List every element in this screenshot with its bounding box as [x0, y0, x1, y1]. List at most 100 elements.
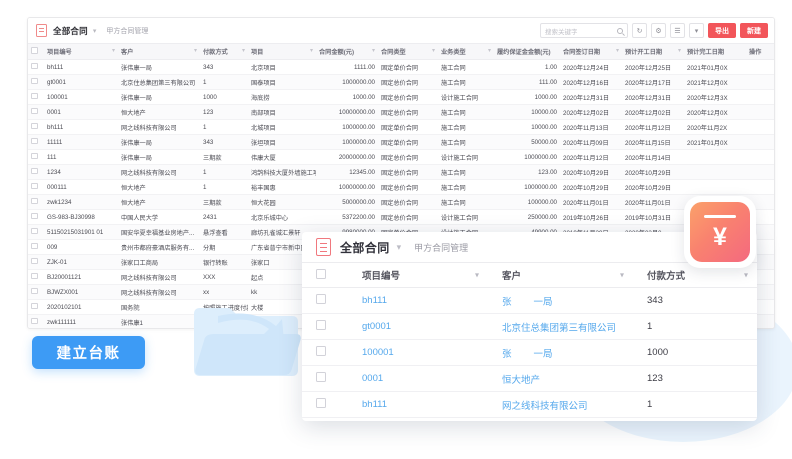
overlay-col-customer[interactable]: 客户 ▾ [488, 262, 633, 288]
filter-icon[interactable]: ▾ [309, 48, 313, 54]
table-row[interactable]: 000111 恒大地产 1 裕丰国惠 10000000.00 固定总价合同 施工合同 1000… [28, 179, 774, 195]
checkbox-icon[interactable] [31, 107, 38, 115]
checkbox-icon[interactable] [31, 152, 38, 160]
chevron-down-icon[interactable]: ▾ [396, 241, 402, 252]
checkbox-icon[interactable] [316, 320, 326, 330]
refresh-icon[interactable]: ↻ [632, 23, 647, 38]
checkbox-icon[interactable] [31, 182, 38, 190]
col-deposit[interactable]: 履约保证金金额(元) [494, 44, 560, 60]
col-end-date[interactable]: 预计完工日期 [684, 44, 746, 60]
col-sign-date[interactable]: 合同签订日期 ▾ [560, 44, 622, 60]
checkbox-icon[interactable] [31, 77, 38, 85]
table-row[interactable]: 111 张伟康一局 三期款 伟康大厦 20000000.00 固定总价合同 设计施工合同 10… [28, 149, 774, 165]
search-input[interactable]: 搜索关键字 [540, 23, 628, 38]
checkbox-icon[interactable] [31, 212, 38, 220]
overlay-cell-project-code[interactable]: gt0001 [348, 313, 488, 340]
overlay-cell-customer[interactable]: 恒大地产 [488, 365, 633, 392]
filter-icon[interactable]: ▾ [474, 270, 479, 280]
overlay-cell-project-code[interactable]: 100001 [348, 339, 488, 366]
table-row[interactable]: zwk1234 恒大地产 三期款 恒大花园 5000000.00 固定总价合同 施工合同 10… [28, 194, 774, 210]
row-checkbox[interactable] [28, 164, 44, 180]
checkbox-icon[interactable] [31, 62, 38, 70]
overlay-cell-customer[interactable]: 网之线科技有限公司 [488, 391, 633, 418]
row-checkbox[interactable] [28, 254, 44, 270]
overlay-row-checkbox[interactable] [302, 365, 348, 392]
checkbox-icon[interactable] [31, 122, 38, 130]
checkbox-icon[interactable] [31, 287, 38, 295]
table-row[interactable]: 1234网之线科技有限公司1鸿鹄科技大厦外墙施工项目12345.00固定总价合同… [28, 164, 774, 180]
list-item[interactable]: 100001 张一局 1000 [302, 339, 757, 366]
checkbox-icon[interactable] [316, 398, 326, 408]
list-item[interactable]: gt0001 北京住总集团第三有限公司 1 [302, 313, 757, 340]
overlay-row-checkbox[interactable] [302, 287, 348, 314]
table-row[interactable]: 100001 张伟康一局 1000 海底捞 1000.00 固定总价合同 设计施工合同 100… [28, 89, 774, 105]
checkbox-icon[interactable] [31, 47, 38, 54]
overlay-col-project-code[interactable]: 项目编号 ▾ [348, 262, 488, 288]
list-icon[interactable]: ☰ [670, 23, 685, 38]
filter-icon[interactable]: ▾ [615, 48, 619, 54]
filter-icon[interactable]: ▾ [743, 270, 748, 280]
filter-icon[interactable]: ▾ [193, 48, 197, 54]
row-checkbox[interactable] [28, 149, 44, 165]
table-row[interactable]: gt0001 北京住总集团第三有限公司 1 国泰项目 1000000.00 固定总价合同施… [28, 74, 774, 90]
checkbox-icon[interactable] [31, 197, 38, 205]
checkbox-icon[interactable] [31, 137, 38, 145]
overlay-select-all-checkbox[interactable] [302, 262, 348, 288]
col-business-type[interactable]: 业务类型 ▾ [438, 44, 494, 60]
row-checkbox[interactable] [28, 179, 44, 195]
new-button[interactable]: 新建 [740, 23, 768, 38]
filter-icon[interactable]: ▾ [487, 48, 491, 54]
row-checkbox[interactable] [28, 269, 44, 285]
filter-icon[interactable]: ▾ [689, 23, 704, 38]
table-row[interactable]: 0001 恒大地产 123 南部项目 10000000.00 固定总价合同 施工合同 1000… [28, 104, 774, 120]
row-checkbox[interactable] [28, 74, 44, 90]
overlay-row-checkbox[interactable] [302, 339, 348, 366]
col-customer[interactable]: 客户 ▾ [118, 44, 200, 60]
col-amount[interactable]: 合同金额(元) ▾ [316, 44, 378, 60]
gear-icon[interactable]: ⚙ [651, 23, 666, 38]
checkbox-icon[interactable] [31, 227, 38, 235]
row-checkbox[interactable] [28, 224, 44, 240]
row-checkbox[interactable] [28, 299, 44, 315]
overlay-cell-customer[interactable]: 张一局 [488, 287, 633, 314]
col-project-code[interactable]: 项目编号 ▾ [44, 44, 118, 60]
table-row[interactable]: bh111 张伟康一局 343 北京项目 1111.00 固定单价合同 施工合同 1.00 20… [28, 59, 774, 75]
checkbox-icon[interactable] [31, 272, 38, 280]
list-item[interactable]: bh111 网之线科技有限公司 1 [302, 391, 757, 418]
row-checkbox[interactable] [28, 194, 44, 210]
overlay-row-checkbox[interactable] [302, 313, 348, 340]
row-checkbox[interactable] [28, 119, 44, 135]
search-icon[interactable] [617, 27, 623, 34]
checkbox-icon[interactable] [316, 372, 326, 382]
chevron-down-icon[interactable]: ▾ [92, 27, 97, 35]
row-checkbox[interactable] [28, 134, 44, 150]
filter-icon[interactable]: ▾ [431, 48, 435, 54]
list-item[interactable]: 0001 恒大地产 123 [302, 365, 757, 392]
row-checkbox[interactable] [28, 59, 44, 75]
filter-icon[interactable]: ▾ [619, 270, 624, 280]
overlay-cell-project-code[interactable]: bh111 [348, 287, 488, 314]
row-checkbox[interactable] [28, 239, 44, 255]
checkbox-icon[interactable] [31, 92, 38, 100]
checkbox-icon[interactable] [316, 294, 326, 304]
col-start-date[interactable]: 预计开工日期 ▾ [622, 44, 684, 60]
overlay-row-checkbox[interactable] [302, 391, 348, 418]
overlay-cell-customer[interactable]: 张一局 [488, 339, 633, 366]
row-checkbox[interactable] [28, 284, 44, 300]
filter-icon[interactable]: ▾ [371, 48, 375, 54]
checkbox-icon[interactable] [316, 346, 326, 356]
overlay-cell-project-code[interactable]: bh111 [348, 391, 488, 418]
row-checkbox[interactable] [28, 314, 44, 328]
overlay-cell-project-code[interactable]: 0001 [348, 365, 488, 392]
table-row[interactable]: GS-983-BJ30998 中国人民大学 2431 北京乐城中心 5372200.00… [28, 209, 774, 225]
export-button[interactable]: 导出 [708, 23, 736, 38]
checkbox-icon[interactable] [316, 268, 326, 279]
app-icon-tile[interactable]: ¥ [684, 196, 756, 268]
filter-icon[interactable]: ▾ [241, 48, 245, 54]
col-contract-type[interactable]: 合同类型 ▾ [378, 44, 438, 60]
col-project[interactable]: 项目 ▾ [248, 44, 316, 60]
filter-icon[interactable]: ▾ [677, 48, 681, 54]
select-all-checkbox[interactable] [28, 44, 44, 60]
checkbox-icon[interactable] [31, 242, 38, 250]
col-payment[interactable]: 付款方式 ▾ [200, 44, 248, 60]
